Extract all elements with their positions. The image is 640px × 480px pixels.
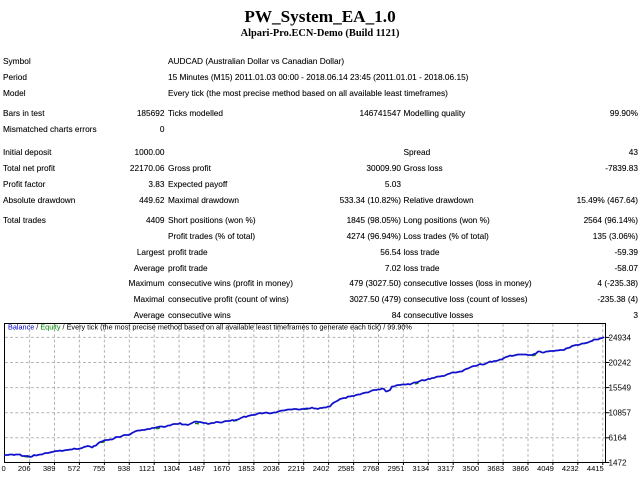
svg-text:24934: 24934 [609,333,632,342]
svg-text:1487: 1487 [188,464,205,473]
svg-text:3866: 3866 [512,464,529,473]
svg-text:4232: 4232 [562,464,579,473]
svg-text:2585: 2585 [338,464,355,473]
svg-text:15549: 15549 [609,384,632,393]
svg-text:938: 938 [118,464,131,473]
svg-text:2036: 2036 [263,464,280,473]
svg-text:1304: 1304 [163,464,180,473]
svg-text:572: 572 [68,464,81,473]
svg-text:3317: 3317 [437,464,454,473]
svg-text:2402: 2402 [313,464,330,473]
svg-text:20242: 20242 [609,358,632,367]
svg-text:1472: 1472 [609,459,628,468]
svg-text:0: 0 [2,464,6,473]
svg-text:389: 389 [43,464,56,473]
svg-text:1853: 1853 [238,464,255,473]
svg-text:1121: 1121 [139,464,155,473]
svg-text:Balance / Equity / Every tick: Balance / Equity / Every tick (the most … [8,323,412,332]
svg-text:206: 206 [18,464,31,473]
svg-text:2768: 2768 [363,464,380,473]
svg-text:3500: 3500 [462,464,479,473]
svg-text:10857: 10857 [609,409,632,418]
svg-text:3683: 3683 [487,464,504,473]
svg-text:2219: 2219 [288,464,305,473]
svg-text:4415: 4415 [587,464,604,473]
svg-text:1670: 1670 [213,464,230,473]
svg-text:6164: 6164 [609,434,628,443]
svg-text:755: 755 [93,464,106,473]
svg-text:2951: 2951 [387,464,404,473]
svg-text:3134: 3134 [412,464,429,473]
svg-text:4049: 4049 [537,464,554,473]
